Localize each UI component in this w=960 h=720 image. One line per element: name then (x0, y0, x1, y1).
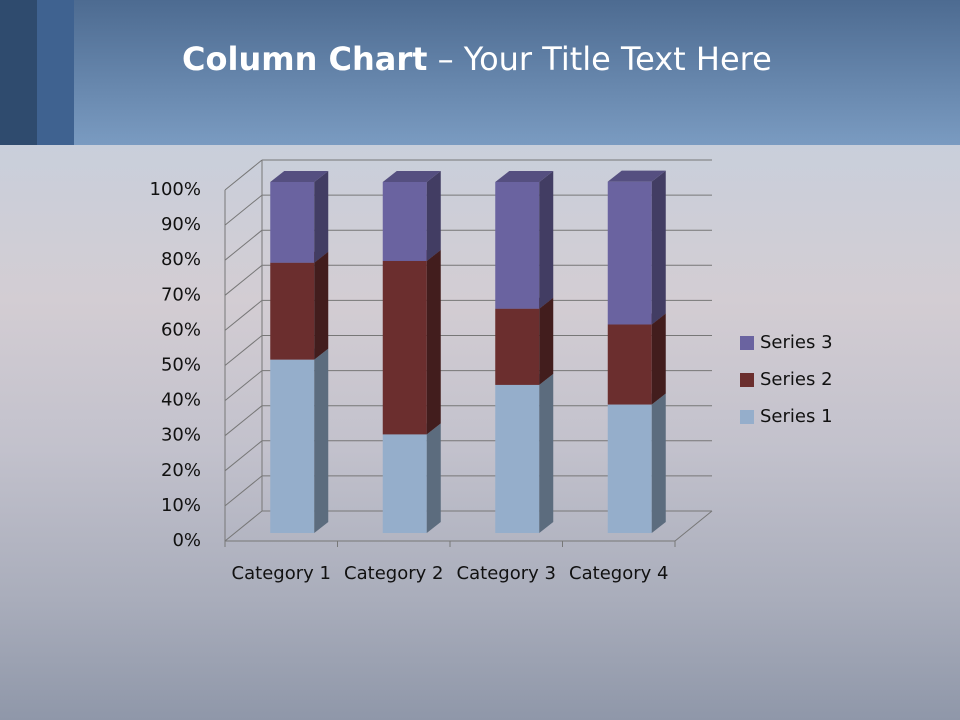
legend-label: Series 2 (760, 369, 833, 390)
bar-top (495, 171, 554, 182)
bar-segment (270, 262, 315, 360)
y-tick-label: 0% (172, 530, 201, 551)
bar-segment (270, 359, 315, 533)
grid-line (224, 159, 263, 191)
y-tick-label: 50% (161, 355, 201, 376)
grid-line (224, 475, 263, 507)
bar-segment (495, 384, 540, 533)
x-tick-label: Category 2 (344, 563, 444, 584)
y-tick-label: 10% (161, 495, 201, 516)
grid-line (224, 510, 263, 542)
bar-side (426, 423, 441, 533)
bar-side (426, 171, 441, 261)
bar-segment (607, 404, 652, 533)
grid-line (224, 335, 263, 366)
x-tick-label: Category 4 (569, 563, 669, 584)
title: Column Chart – Your Title Text Here (182, 40, 772, 78)
bar-side (426, 249, 441, 435)
bar-segment (382, 434, 427, 533)
legend-swatch (740, 373, 754, 387)
y-tick-label: 80% (161, 249, 201, 270)
y-tick-label: 40% (161, 390, 201, 411)
bar-side (651, 313, 666, 405)
legend-swatch (740, 410, 754, 424)
y-tick-label: 100% (150, 179, 201, 200)
bar-segment (270, 182, 315, 263)
header-band (0, 0, 960, 145)
bar-side (539, 297, 554, 385)
grid-line (224, 440, 263, 472)
bar-side (314, 171, 329, 263)
decor (37, 0, 74, 145)
bar-side (539, 373, 554, 533)
title-rest: – Your Title Text Here (437, 40, 772, 78)
bar-side (651, 170, 666, 325)
bar-segment (607, 181, 652, 325)
legend-swatch (740, 336, 754, 350)
bar-segment (382, 182, 427, 261)
grid-line (224, 300, 263, 331)
y-tick-label: 20% (161, 460, 201, 481)
bar-segment (382, 260, 427, 435)
grid-line (224, 229, 263, 261)
decor (0, 0, 37, 145)
axis (674, 510, 713, 542)
legend-label: Series 1 (760, 406, 833, 427)
y-tick-label: 60% (161, 319, 201, 340)
grid-line (224, 405, 263, 437)
grid-line (224, 370, 263, 401)
bar-segment (495, 308, 540, 385)
bar-segment (495, 182, 540, 309)
bar-top (382, 171, 441, 182)
bar-side (539, 171, 554, 309)
grid-line (224, 194, 263, 226)
title-bold: Column Chart (182, 40, 428, 78)
bar-side (651, 393, 666, 533)
x-tick-label: Category 1 (231, 563, 331, 584)
bar-side (314, 348, 329, 533)
grid-line (224, 264, 263, 296)
bar-top (270, 171, 329, 182)
bar-segment (607, 324, 652, 405)
x-tick-label: Category 3 (456, 563, 556, 584)
legend-label: Series 3 (760, 332, 833, 353)
y-tick-label: 30% (161, 425, 201, 446)
bar-side (314, 251, 329, 360)
bar-top (607, 170, 666, 182)
y-tick-label: 70% (161, 284, 201, 305)
y-tick-label: 90% (161, 214, 201, 235)
